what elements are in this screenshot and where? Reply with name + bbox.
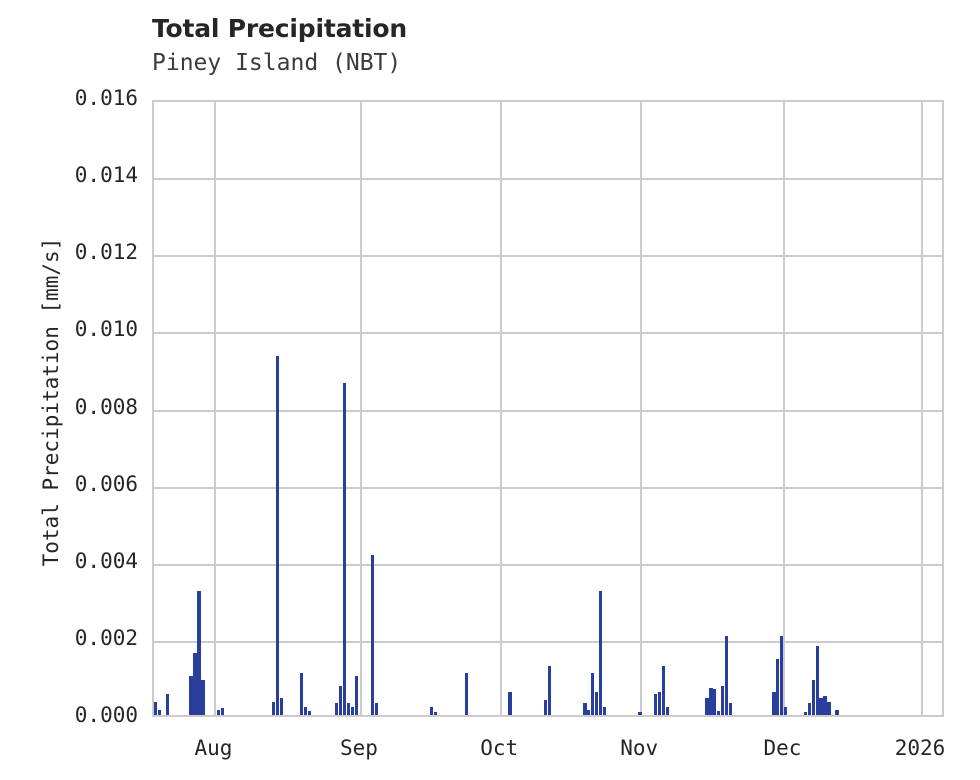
bar [705,697,709,715]
bar [346,703,351,715]
gridline-horizontal [154,563,942,566]
bar [784,707,788,715]
bar [547,665,552,715]
bar [343,383,347,715]
bar [602,707,607,715]
y-tick-label: 0.012 [74,240,138,265]
bar [658,691,662,715]
y-tick-label: 0.014 [74,163,138,188]
bar [598,590,603,715]
x-tick-label: 2026 [894,736,946,760]
bar [299,672,304,715]
bar [193,653,197,715]
bar [713,688,717,715]
bar [307,711,311,715]
y-tick-label: 0.002 [74,625,138,650]
y-tick-label: 0.004 [74,548,138,573]
bar [543,699,548,715]
bar [280,697,284,715]
bar [350,707,355,715]
gridline-vertical [359,102,362,715]
bar [429,706,433,715]
gridline-horizontal [154,640,942,643]
bar [587,710,591,715]
bar [724,635,729,715]
bar [728,703,733,715]
bar [654,693,658,715]
bar [776,659,780,715]
gridline-vertical [921,102,923,715]
bar [780,635,784,715]
gridline-vertical [640,102,643,715]
bar [819,697,823,715]
gridline-vertical [783,102,786,715]
bar [508,691,512,715]
gridline-horizontal [154,409,942,412]
x-tick-label: Aug [194,736,233,760]
gridline-vertical [214,102,217,715]
bar [815,646,819,715]
bar [465,672,469,715]
y-axis-tick-labels: 0.000 0.002 0.004 0.006 0.008 0.010 0.012 0.014… [0,0,138,780]
bar [827,701,831,715]
bar [835,710,839,715]
y-tick-label: 0.016 [74,86,138,110]
gridline-horizontal [154,255,942,258]
bar [433,711,437,715]
bar [197,590,201,715]
x-tick-label: Oct [480,736,519,760]
x-tick-label: Nov [620,736,659,760]
gridline-horizontal [154,178,942,181]
bar [272,701,276,715]
plot-area [152,100,944,717]
bar [595,691,599,715]
chart-subtitle: Piney Island (NBT) [152,50,402,76]
bar [583,703,587,715]
bar [807,703,811,715]
bar [823,695,827,715]
bar [189,676,193,715]
bar [665,707,670,715]
bar [638,711,642,715]
bar [201,680,205,715]
y-tick-label: 0.006 [74,471,138,496]
bar [276,356,280,715]
x-tick-label: Dec [763,736,802,760]
page-title: Total Precipitation [152,14,407,43]
y-tick-label: 0.010 [74,317,138,342]
bar [374,703,378,715]
bar [303,707,307,715]
x-tick-label: Sep [339,736,378,760]
bar [772,691,776,715]
bar [220,708,225,715]
bar [717,711,721,715]
bar [217,710,221,715]
y-tick-label: 0.008 [74,394,138,419]
bar [811,680,815,715]
bar [354,676,359,715]
bar [165,693,170,715]
bar [591,672,595,715]
bar [721,686,725,715]
bar [370,554,374,715]
bar [157,710,162,715]
gridline-horizontal [154,486,942,489]
gridline-horizontal [154,332,942,335]
bar [339,686,343,715]
y-tick-label: 0.000 [74,703,138,727]
bar [709,688,713,715]
bar [154,701,158,715]
bar [661,665,666,715]
gridline-vertical [500,102,503,715]
bar [803,711,808,715]
bar [335,703,339,715]
